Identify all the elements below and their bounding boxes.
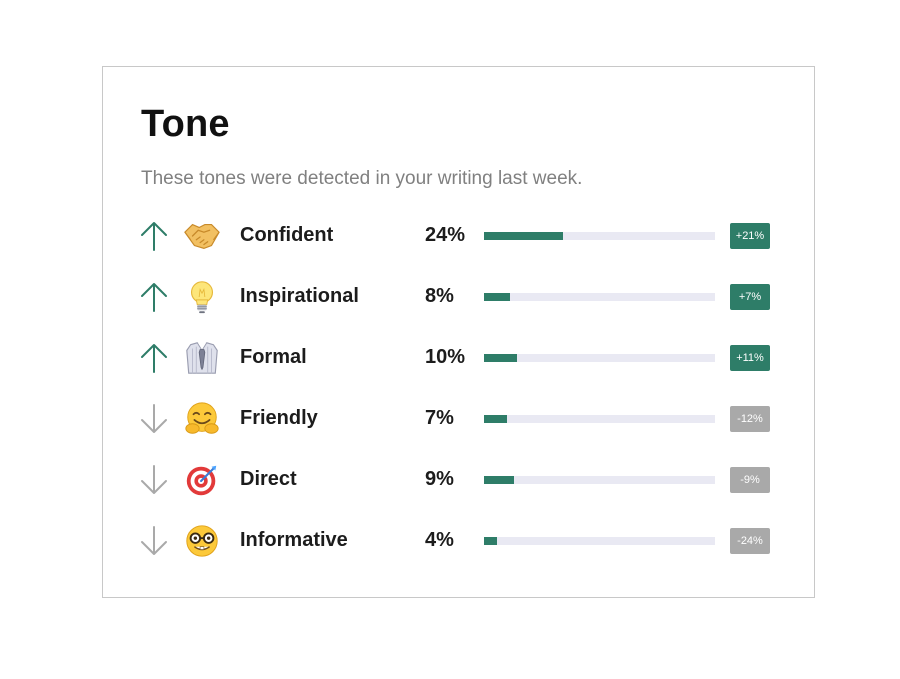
arrow-down-icon — [141, 404, 167, 433]
tone-row-informative: Informative 4% -24% — [103, 521, 814, 561]
tone-percent: 8% — [425, 285, 454, 307]
change-badge: -24% — [730, 528, 770, 554]
arrow-down-icon — [141, 465, 167, 494]
tone-label: Inspirational — [240, 285, 359, 307]
tone-label: Friendly — [240, 407, 318, 429]
card-subtitle: These tones were detected in your writin… — [141, 168, 583, 189]
tone-bar-track — [484, 537, 715, 545]
tone-percent: 24% — [425, 224, 466, 246]
tone-bar-fill — [484, 415, 508, 423]
tone-row-friendly: Friendly 7% -12% — [103, 399, 814, 439]
handshake-icon — [184, 223, 220, 249]
arrow-up-icon — [141, 344, 167, 373]
tone-bar-track — [484, 293, 715, 301]
tone-bar-fill — [484, 293, 511, 301]
tone-percent: 9% — [425, 468, 454, 490]
tone-bar-track — [484, 354, 715, 362]
arrow-up-icon — [141, 222, 167, 251]
change-badge: +11% — [730, 345, 770, 371]
arrow-up-icon — [141, 283, 167, 312]
tone-bar-track — [484, 476, 715, 484]
light-bulb-icon — [190, 281, 214, 314]
change-badge: -12% — [730, 406, 770, 432]
tone-label: Direct — [240, 468, 297, 490]
tone-bar-track — [484, 415, 715, 423]
tone-row-direct: Direct 9% -9% — [103, 460, 814, 500]
change-badge: -9% — [730, 467, 770, 493]
tone-bar-track — [484, 232, 715, 240]
change-badge: +21% — [730, 223, 770, 249]
change-badge: +7% — [730, 284, 770, 310]
tone-bar-fill — [484, 476, 514, 484]
target-dart-icon — [186, 465, 217, 496]
tone-bar-fill — [484, 232, 564, 240]
tone-percent: 10% — [425, 346, 466, 368]
tone-bar-fill — [484, 354, 517, 362]
tone-label: Confident — [240, 224, 334, 246]
tone-label: Formal — [240, 346, 307, 368]
arrow-down-icon — [141, 526, 167, 555]
tone-label: Informative — [240, 529, 348, 551]
tone-bar-fill — [484, 537, 498, 545]
shirt-tie-icon — [186, 342, 218, 374]
card-title: Tone — [141, 103, 230, 145]
nerd-face-icon — [186, 525, 218, 557]
tone-percent: 4% — [425, 529, 454, 551]
tone-row-inspirational: Inspirational 8% +7% — [103, 277, 814, 317]
tone-row-formal: Formal 10% +11% — [103, 338, 814, 378]
tone-card: Tone These tones were detected in your w… — [102, 66, 815, 598]
tone-row-confident: Confident 24% +21% — [103, 216, 814, 256]
tone-percent: 7% — [425, 407, 454, 429]
hugging-face-icon — [185, 402, 219, 434]
